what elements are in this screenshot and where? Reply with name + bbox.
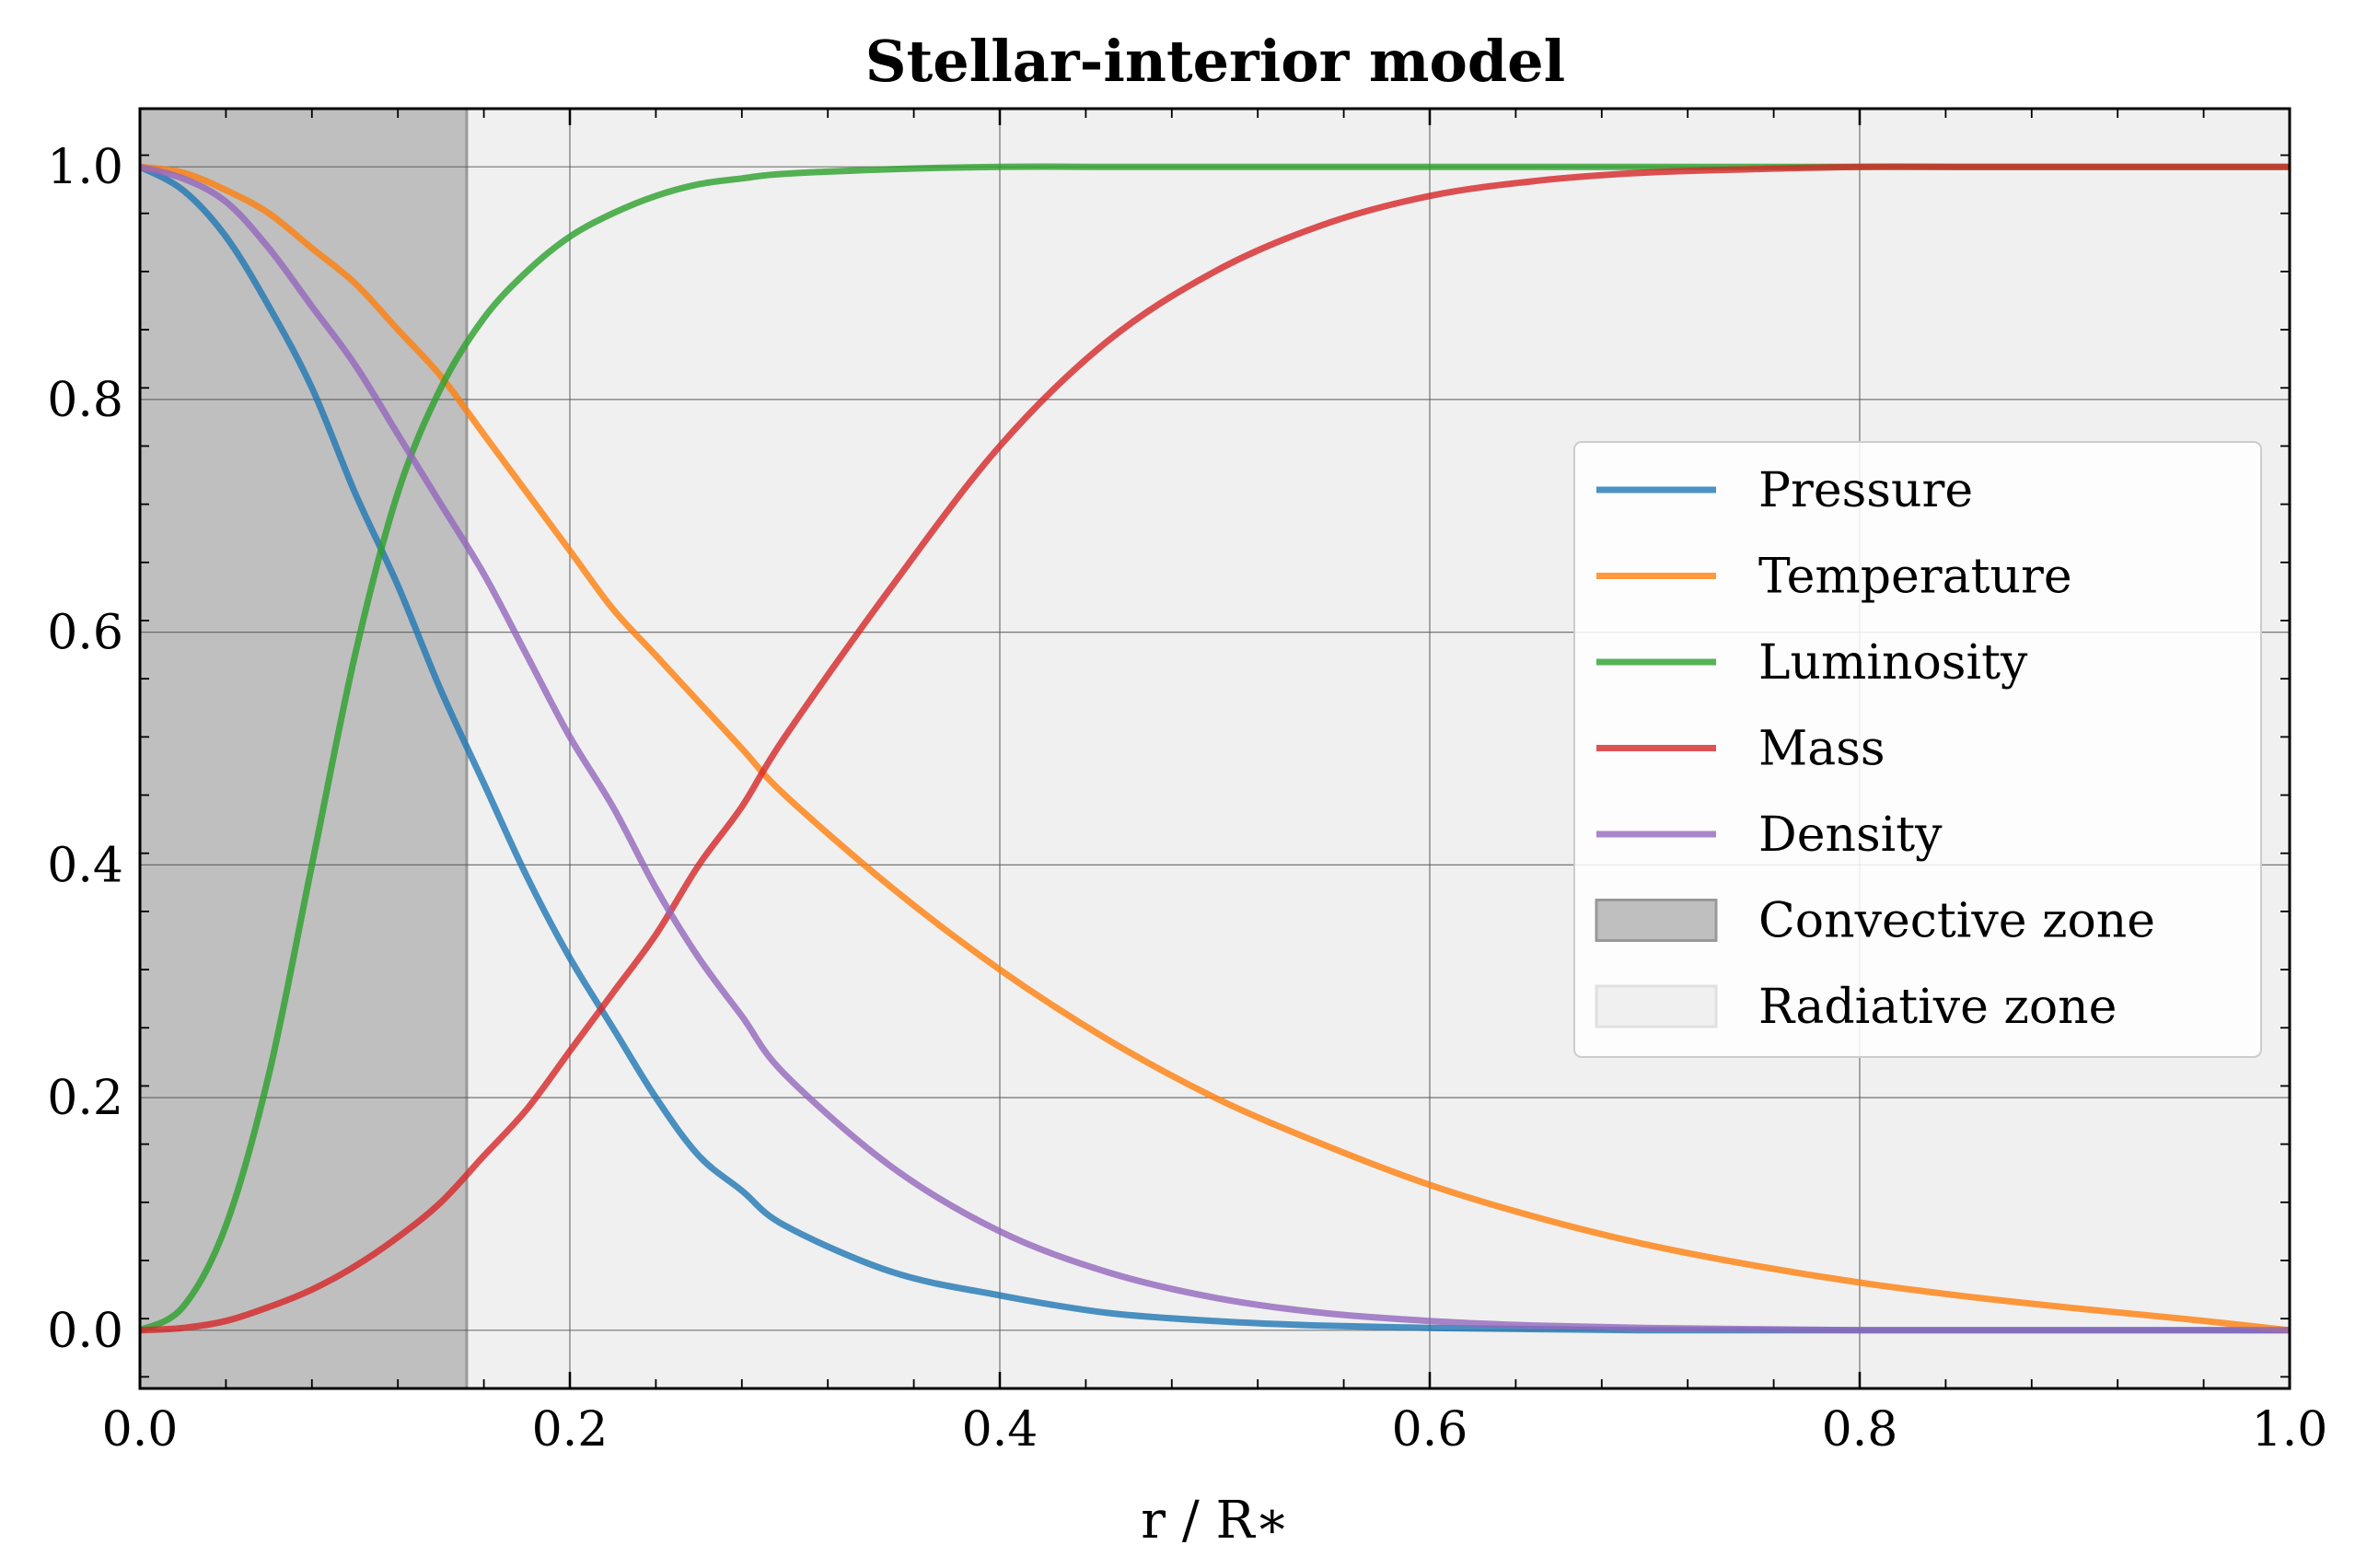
series-line-mass (139, 163, 2290, 1334)
legend-label-temperature: Temperature (1758, 550, 2072, 605)
x-tick-label: 0.0 (102, 1402, 179, 1458)
region-convective (140, 109, 467, 1388)
legend-box (1573, 441, 2262, 1058)
x-tick-label: 1.0 (2252, 1402, 2328, 1458)
x-axis-label: r / R∗ (1141, 1491, 1289, 1551)
legend-label-mass: Mass (1758, 722, 1885, 777)
series-line-temperature (139, 163, 2291, 1334)
x-tick-labels: 0.0 0.2 0.4 0.6 0.8 1.0 (102, 1402, 2328, 1458)
legend-label-radiative: Radiative zone (1758, 980, 2117, 1035)
plot-frame (138, 107, 2291, 1390)
legend-label-convective: Convective zone (1758, 894, 2155, 949)
x-tick-label: 0.8 (1822, 1402, 1898, 1458)
y-tick-label: 0.0 (47, 1304, 123, 1359)
legend-label-density: Density (1758, 807, 1943, 863)
legend: Pressure Temperature Luminosity Mass Density… (1573, 441, 2262, 1058)
x-tick-label: 0.4 (962, 1402, 1038, 1458)
y-tick-labels: 0.0 0.2 0.4 0.6 0.8 1.0 (47, 140, 123, 1359)
y-tick-label: 0.4 (47, 838, 123, 893)
legend-label-pressure: Pressure (1758, 463, 1973, 518)
series-lines (138, 163, 2291, 1334)
legend-swatch-radiative (1595, 984, 1718, 1028)
y-tick-label: 0.8 (47, 373, 123, 428)
x-tick-label: 0.2 (532, 1402, 609, 1458)
chart-title: Stellar-interior model (865, 28, 1565, 95)
y-tick-label: 0.6 (47, 606, 123, 661)
axis-ticks (138, 109, 2291, 1388)
y-tick-label: 0.2 (47, 1071, 123, 1126)
series-line-density (139, 163, 2290, 1334)
legend-swatch-convective (1595, 899, 1718, 942)
x-tick-label: 0.6 (1392, 1402, 1468, 1458)
legend-label-luminosity: Luminosity (1758, 635, 2028, 691)
y-tick-label: 1.0 (47, 140, 123, 195)
